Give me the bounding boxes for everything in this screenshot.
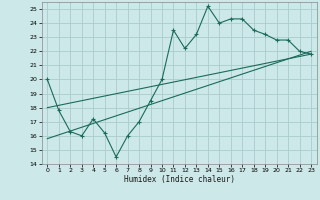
- X-axis label: Humidex (Indice chaleur): Humidex (Indice chaleur): [124, 175, 235, 184]
